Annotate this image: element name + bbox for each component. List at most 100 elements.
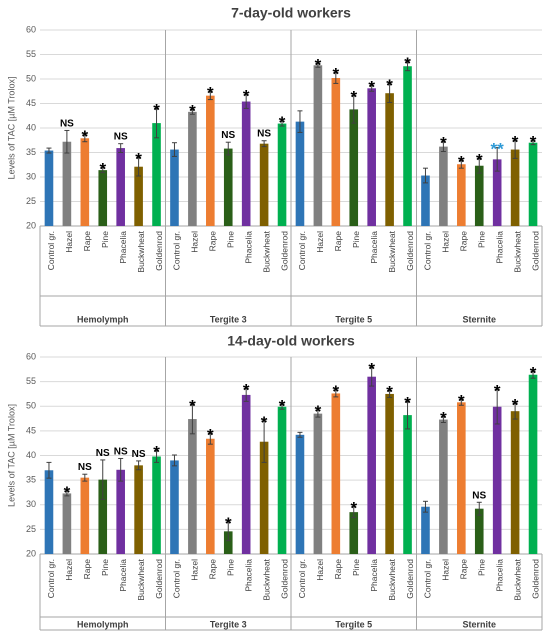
category-label-buckwheat: Buckwheat [387,230,397,272]
significance-annotation: * [368,359,375,378]
category-label-control-gr: Control gr. [46,231,56,270]
significance-annotation: * [440,409,447,428]
significance-annotation: * [530,133,537,152]
significance-annotation: * [207,425,214,444]
category-label-control-gr: Control gr. [172,559,182,598]
bar-buckwheat [510,411,520,554]
category-label-phacelia: Phacelia [369,231,379,264]
category-label-goldenrod: Goldenrod [405,559,415,599]
bar-hazel [188,111,197,226]
bar-pine [349,512,359,554]
category-label-hazel: Hazel [315,559,325,581]
category-label-goldenrod: Goldenrod [530,231,540,271]
significance-annotation: * [333,382,340,401]
category-label-goldenrod: Goldenrod [530,559,540,599]
category-label-phacelia: Phacelia [494,231,504,264]
significance-annotation: NS [472,490,486,501]
significance-annotation: NS [60,118,74,129]
category-label-hazel: Hazel [441,231,451,253]
category-label-phacelia: Phacelia [243,559,253,592]
bar-goldenrod [277,406,287,554]
bar-hazel [439,146,448,226]
y-tick-label: 55 [26,49,36,59]
bar-hazel [62,493,72,554]
bar-pine [349,109,359,226]
significance-annotation: NS [132,449,146,460]
significance-annotation: * [530,363,537,382]
category-label-pine: Pine [100,231,110,248]
category-label-rape: Rape [82,231,92,252]
significance-annotation: * [315,402,322,421]
chart-title: 7-day-old workers [231,5,351,21]
category-label-hazel: Hazel [315,231,325,253]
group-label-sternite: Sternite [462,619,496,629]
group-label-tergite-3: Tergite 3 [210,314,247,324]
bar-rape [80,477,90,554]
y-tick-label: 30 [26,171,36,181]
category-label-buckwheat: Buckwheat [261,558,271,600]
category-label-pine: Pine [477,559,487,576]
bar-rape [457,164,466,226]
significance-annotation: * [458,152,465,171]
chart-14-day-old-workers: 14-day-old workers 20 25 30 35 40 45 50 55 60 Leve… [6,333,543,631]
bar-phacelia [492,406,502,554]
group-label-sternite: Sternite [462,314,496,324]
category-label-buckwheat: Buckwheat [512,230,522,272]
bar-goldenrod [528,374,538,554]
category-label-goldenrod: Goldenrod [154,559,164,599]
significance-annotation: * [368,77,375,96]
significance-annotation: * [386,382,393,401]
y-tick-label: 45 [26,425,36,435]
bar-control-gr [44,470,54,554]
significance-annotation: ** [491,140,505,159]
bar-rape [331,393,341,554]
group-label-hemolymph: Hemolymph [77,314,129,324]
y-tick-label: 40 [26,122,36,132]
category-label-control-gr: Control gr. [46,559,56,598]
significance-annotation: * [153,443,160,462]
significance-annotation: * [279,113,286,132]
significance-annotation: * [315,55,322,74]
category-label-rape: Rape [333,231,343,252]
y-tick-label: 55 [26,376,36,386]
bar-hazel [62,141,72,226]
bar-control-gr [295,121,305,226]
significance-annotation: * [512,395,519,414]
significance-annotation: * [512,133,519,152]
bar-phacelia [241,101,251,226]
bar-rape [457,402,466,554]
chart-7-day-old-workers: 7-day-old workers 20 25 30 35 40 45 50 55 60 Level… [6,5,543,327]
significance-annotation: * [404,393,411,412]
category-label-control-gr: Control gr. [297,231,307,270]
y-axis-label: Levels of TAC [µM Trolox] [6,77,16,180]
significance-annotation: * [189,396,196,415]
bar-control-gr [44,150,54,226]
category-label-buckwheat: Buckwheat [136,230,146,272]
bar-buckwheat [385,393,394,554]
y-tick-label: 40 [26,450,36,460]
bar-rape [206,95,215,226]
y-tick-label: 50 [26,401,36,411]
significance-annotation: NS [78,462,92,473]
y-axis-label: Levels of TAC [µM Trolox] [6,404,16,507]
y-tick-label: 50 [26,73,36,83]
significance-annotation: NS [96,448,110,459]
bar-pine [474,165,484,226]
category-label-hazel: Hazel [190,231,200,253]
y-tick-label: 25 [26,524,36,534]
category-label-buckwheat: Buckwheat [512,558,522,600]
group-label-tergite-3: Tergite 3 [210,619,247,629]
category-label-buckwheat: Buckwheat [261,230,271,272]
category-label-pine: Pine [226,231,236,248]
bar-buckwheat [510,149,520,226]
category-label-hazel: Hazel [190,559,200,581]
bar-phacelia [241,394,251,554]
group-label-tergite-5: Tergite 5 [335,619,372,629]
bar-rape [331,78,341,227]
y-tick-label: 20 [26,220,36,230]
category-label-goldenrod: Goldenrod [405,231,415,271]
y-tick-label: 45 [26,98,36,108]
bar-phacelia [367,376,376,554]
category-label-hazel: Hazel [64,559,74,581]
